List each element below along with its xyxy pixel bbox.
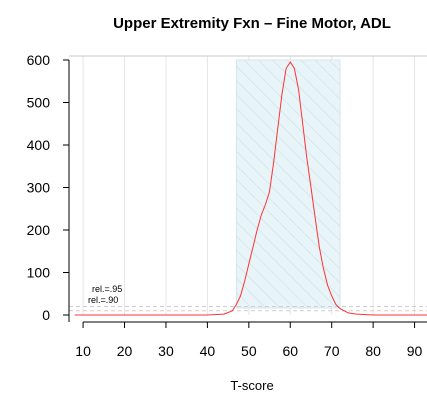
x-tick-label: 40 xyxy=(200,343,216,359)
x-tick-label: 50 xyxy=(241,343,257,359)
y-tick-label: 200 xyxy=(27,222,51,238)
x-axis-label: T-score xyxy=(230,378,273,393)
ref-label: rel.=.95 xyxy=(92,284,122,294)
series-line xyxy=(74,61,427,316)
y-tick-label: 600 xyxy=(27,52,51,68)
x-axis: 10 20 30 40 50 60 70 80 90 xyxy=(75,321,427,359)
y-tick-label: 300 xyxy=(27,180,51,196)
x-tick-label: 10 xyxy=(75,343,91,359)
chart-title: Upper Extremity Fxn – Fine Motor, ADL xyxy=(113,15,391,32)
x-tick-label: 90 xyxy=(407,343,423,359)
ref-label: rel.=.90 xyxy=(88,295,118,305)
y-axis: 0 100 200 300 400 500 600 xyxy=(27,52,70,323)
y-tick-label: 0 xyxy=(42,307,50,323)
y-tick-label: 100 xyxy=(27,265,51,281)
x-tick-label: 80 xyxy=(365,343,381,359)
reference-lines xyxy=(69,306,427,312)
y-tick-label: 500 xyxy=(27,95,51,111)
x-tick-label: 20 xyxy=(117,343,133,359)
x-tick-label: 60 xyxy=(282,343,298,359)
series xyxy=(74,61,427,316)
x-tick-label: 70 xyxy=(324,343,340,359)
x-tick-label: 30 xyxy=(158,343,174,359)
y-tick-label: 400 xyxy=(27,137,51,153)
